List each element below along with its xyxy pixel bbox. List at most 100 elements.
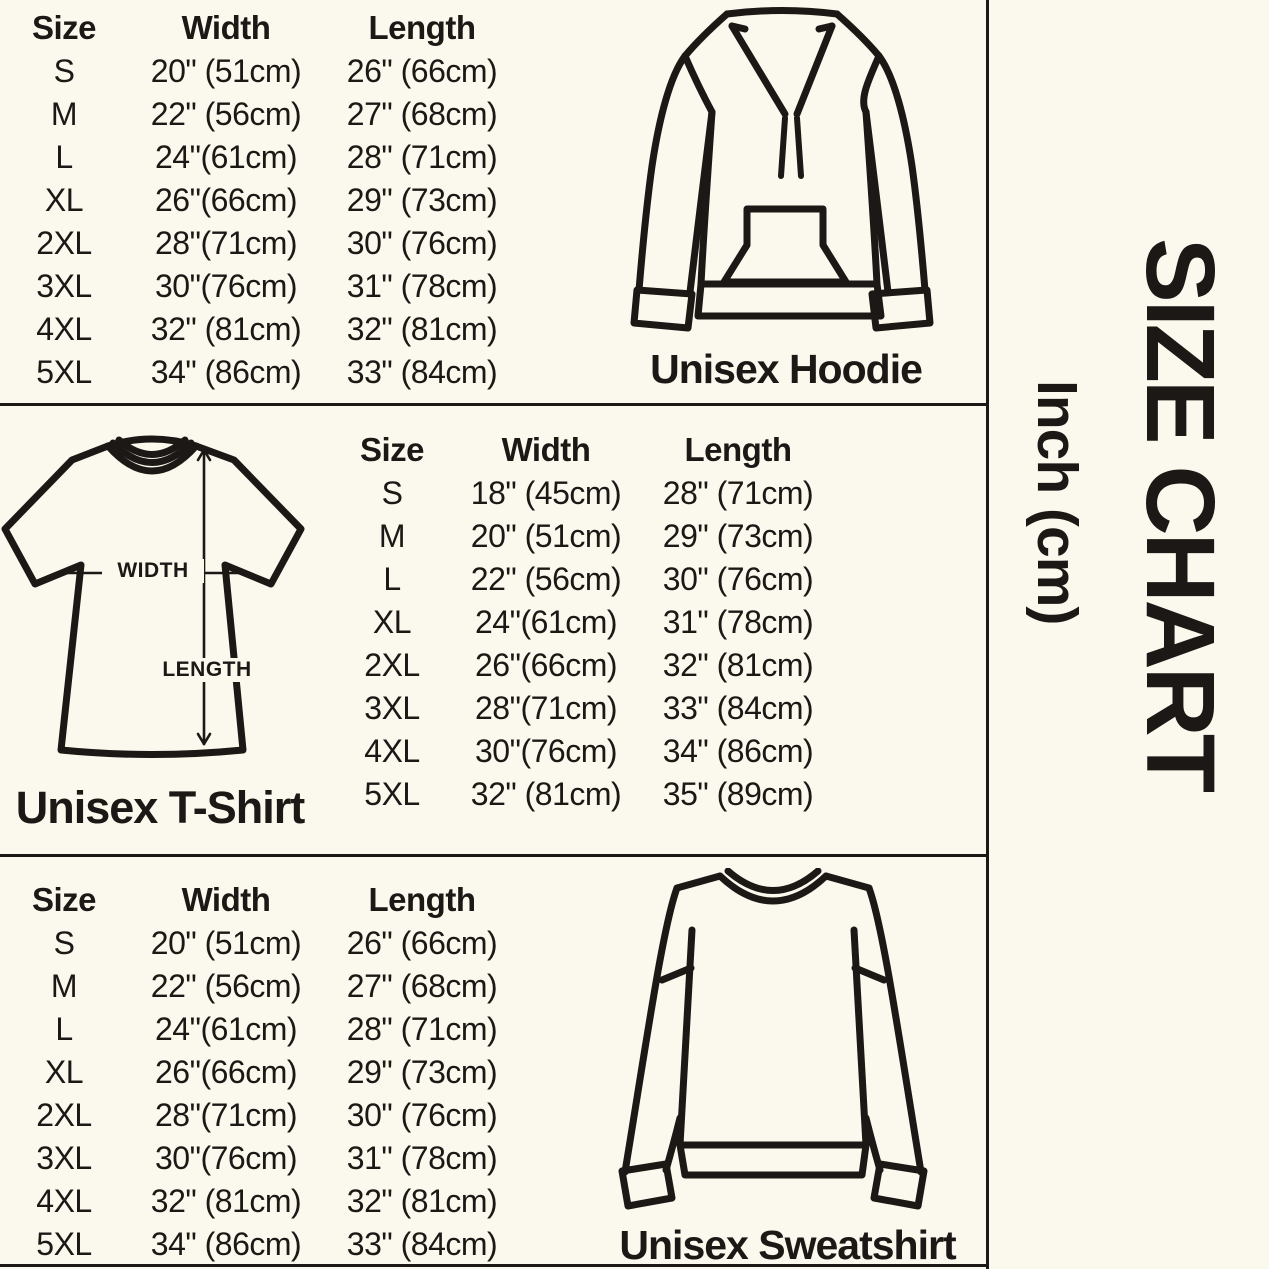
measurement-cell: 22" (56cm) — [150, 968, 302, 1004]
measurement-cell: 28" (71cm) — [346, 1011, 498, 1047]
measurement-cell: 32" (81cm) — [150, 311, 302, 347]
sweatshirt-label: Unisex Sweatshirt — [619, 1222, 956, 1268]
measurement-cell: 26"(66cm) — [154, 1054, 298, 1090]
measurement-cell: 33" (84cm) — [346, 1226, 498, 1262]
size-cell: XL — [44, 182, 84, 218]
measurement-cell: 26"(66cm) — [474, 647, 618, 683]
measurement-cell: 18" (45cm) — [470, 475, 622, 511]
vertical-divider — [986, 0, 989, 1269]
tshirt-measure-lines — [61, 448, 243, 746]
size-cell: 3XL — [36, 1140, 92, 1176]
measurement-cell: 30" (76cm) — [346, 1097, 498, 1133]
measurement-cell: 22" (56cm) — [150, 96, 302, 132]
sweatshirt-outline — [621, 872, 925, 1176]
measurement-cell: 28" (71cm) — [662, 475, 814, 511]
hoodie-label: Unisex Hoodie — [650, 346, 923, 392]
column-header: Size — [31, 9, 97, 46]
size-cell: XL — [372, 604, 412, 640]
hoodie-drawing — [630, 7, 934, 332]
size-cell: 3XL — [364, 690, 420, 726]
size-cell: 2XL — [36, 1097, 92, 1133]
measurement-cell: 20" (51cm) — [150, 53, 302, 89]
measurement-cell: 24"(61cm) — [154, 139, 298, 175]
measurement-cell: 26" (66cm) — [346, 925, 498, 961]
column-header: Length — [684, 431, 792, 468]
hoodie-hem-band — [694, 280, 885, 320]
measurement-cell: 35" (89cm) — [662, 776, 814, 812]
hoodie-cuffs — [630, 286, 934, 332]
tshirt-drawing — [1, 435, 305, 758]
measurement-cell: 32" (81cm) — [470, 776, 622, 812]
bottom-border — [0, 1264, 988, 1267]
measurement-cell: 20" (51cm) — [470, 518, 622, 554]
measurement-cell: 27" (68cm) — [346, 96, 498, 132]
measurement-cell: 31" (78cm) — [346, 1140, 498, 1176]
measurement-cell: 32" (81cm) — [346, 1183, 498, 1219]
width-measure-label: WIDTH — [102, 559, 204, 583]
tshirt-outline — [1, 442, 305, 758]
hoodie-size-table: Size Width Length S 20" (51cm) 26" (66cm) M 22"… — [2, 6, 518, 394]
size-cell: 3XL — [36, 268, 92, 304]
measurement-cell: 30"(76cm) — [474, 733, 618, 769]
size-cell: M — [50, 968, 78, 1004]
measurement-cell: 29" (73cm) — [662, 518, 814, 554]
sweatshirt-cuffs — [618, 1160, 928, 1210]
size-cell: 5XL — [364, 776, 420, 812]
sweatshirt-collar — [716, 868, 830, 905]
hood — [681, 7, 883, 118]
sweatshirt-size-table: Size Width Length S 20" (51cm) 26" (66cm) M 22"… — [2, 878, 518, 1266]
column-header: Width — [501, 431, 591, 468]
measurement-cell: 32" (81cm) — [346, 311, 498, 347]
tshirt-collar — [104, 435, 200, 475]
measurement-cell: 31" (78cm) — [346, 268, 498, 304]
tshirt-size-table: Size Width Length S 18" (45cm) 28" (71cm) M 20"… — [340, 428, 828, 816]
size-cell: 4XL — [36, 1183, 92, 1219]
size-cell: S — [53, 925, 75, 961]
size-cell: 2XL — [36, 225, 92, 261]
measurement-cell: 32" (81cm) — [662, 647, 814, 683]
measurement-cell: 34" (86cm) — [150, 1226, 302, 1262]
measurement-cell: 22" (56cm) — [470, 561, 622, 597]
section-divider — [0, 403, 988, 406]
tshirt-label: Unisex T-Shirt — [15, 782, 306, 833]
measurement-cell: 33" (84cm) — [346, 354, 498, 390]
column-header: Size — [31, 881, 97, 918]
size-cell: XL — [44, 1054, 84, 1090]
column-header: Length — [368, 9, 476, 46]
measurement-cell: 30"(76cm) — [154, 1140, 298, 1176]
column-header: Width — [181, 9, 271, 46]
measurement-cell: 30"(76cm) — [154, 268, 298, 304]
measurement-cell: 34" (86cm) — [150, 354, 302, 390]
size-cell: L — [55, 1011, 73, 1047]
measurement-cell: 24"(61cm) — [154, 1011, 298, 1047]
size-cell: L — [55, 139, 73, 175]
size-cell: M — [50, 96, 78, 132]
size-cell: 5XL — [36, 1226, 92, 1262]
measurement-cell: 29" (73cm) — [346, 1054, 498, 1090]
measurement-cell: 28"(71cm) — [154, 1097, 298, 1133]
column-header: Size — [359, 431, 425, 468]
column-header: Length — [368, 881, 476, 918]
side-panel-subtitle: Inch (cm) — [1025, 380, 1089, 625]
size-cell: 4XL — [36, 311, 92, 347]
hoodie-pocket — [720, 205, 850, 286]
size-cell: M — [378, 518, 406, 554]
measurement-cell: 28" (71cm) — [346, 139, 498, 175]
size-cell: S — [53, 53, 75, 89]
measurement-cell: 29" (73cm) — [346, 182, 498, 218]
sweatshirt-hem-band — [676, 1141, 870, 1179]
measurement-cell: 27" (68cm) — [346, 968, 498, 1004]
size-cell: S — [381, 475, 403, 511]
size-cell: 5XL — [36, 354, 92, 390]
column-header: Width — [181, 881, 271, 918]
side-panel-title: SIZE CHART — [1126, 238, 1235, 790]
measurement-cell: 20" (51cm) — [150, 925, 302, 961]
measurement-cell: 26"(66cm) — [154, 182, 298, 218]
size-cell: 2XL — [364, 647, 420, 683]
size-cell: 4XL — [364, 733, 420, 769]
hoodie-body — [635, 52, 929, 296]
measurement-cell: 32" (81cm) — [150, 1183, 302, 1219]
measurement-cell: 26" (66cm) — [346, 53, 498, 89]
sweatshirt-drawing — [618, 868, 928, 1210]
